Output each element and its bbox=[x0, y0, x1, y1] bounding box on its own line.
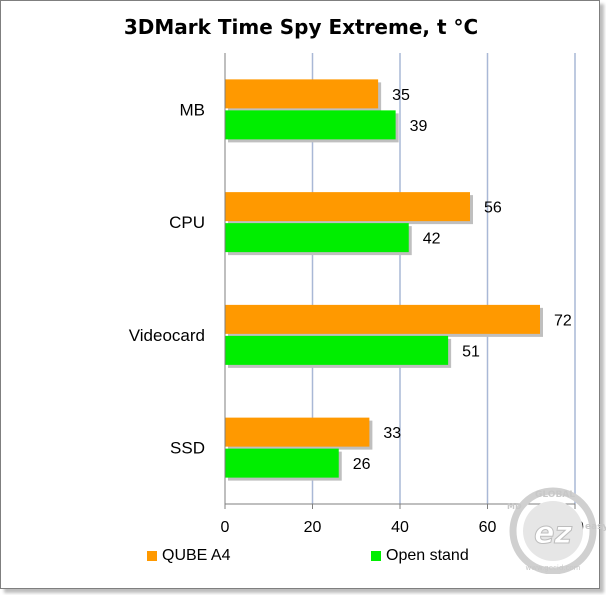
data-label: 35 bbox=[392, 87, 410, 104]
watermark-logo-text: ez bbox=[534, 516, 572, 551]
legend-item: Open stand bbox=[371, 547, 469, 565]
watermark-top-text: GLOBAL bbox=[535, 490, 575, 500]
category-label: CPU bbox=[169, 213, 205, 232]
category-label: Videocard bbox=[129, 326, 205, 345]
data-label: 33 bbox=[383, 425, 401, 442]
bar bbox=[225, 335, 449, 365]
chart-title: 3DMark Time Spy Extreme, t °C bbox=[123, 15, 479, 39]
data-label: 51 bbox=[462, 343, 480, 360]
bar bbox=[225, 417, 370, 447]
gecid-watermark-logo: ez GLOBAL MD easy www.gecid.com bbox=[507, 487, 606, 574]
data-label: 39 bbox=[410, 118, 428, 135]
legend: QUBE A4 Open stand bbox=[1, 547, 601, 571]
bar bbox=[225, 110, 396, 140]
data-label: 56 bbox=[484, 200, 502, 217]
bar bbox=[225, 304, 540, 334]
watermark-side-text: easy bbox=[585, 522, 606, 532]
legend-swatch bbox=[371, 551, 381, 561]
watermark-small-text: MD bbox=[507, 502, 522, 511]
bar bbox=[225, 192, 470, 222]
category-label: SSD bbox=[170, 439, 205, 458]
category-label: MB bbox=[180, 100, 206, 119]
x-tick-label: 0 bbox=[221, 519, 230, 536]
watermark-url-text: www.gecid.com bbox=[526, 564, 581, 572]
axes bbox=[224, 53, 576, 509]
data-label: 26 bbox=[353, 456, 371, 473]
data-label: 42 bbox=[423, 231, 441, 248]
legend-item: QUBE A4 bbox=[147, 547, 230, 565]
bar bbox=[225, 223, 409, 253]
x-tick-label: 60 bbox=[479, 519, 497, 536]
x-tick-label: 40 bbox=[391, 519, 409, 536]
data-label: 72 bbox=[554, 312, 572, 329]
legend-label: QUBE A4 bbox=[162, 547, 231, 564]
legend-swatch bbox=[147, 551, 157, 561]
bar bbox=[225, 448, 339, 478]
bar bbox=[225, 79, 379, 109]
bars bbox=[225, 79, 543, 481]
legend-label: Open stand bbox=[386, 547, 469, 564]
x-tick-label: 20 bbox=[304, 519, 322, 536]
